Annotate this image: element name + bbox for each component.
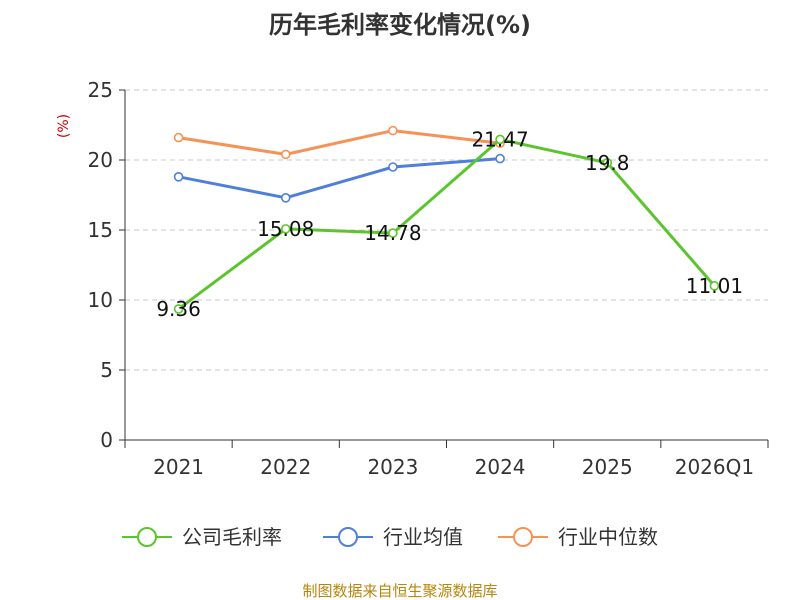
- y-tick-label: 15: [88, 218, 113, 242]
- legend-item-1[interactable]: 行业均值: [323, 525, 463, 549]
- series-layer: [173, 125, 720, 314]
- data-point[interactable]: [388, 162, 398, 172]
- data-point[interactable]: [280, 193, 291, 203]
- series-line-0: [177, 137, 716, 311]
- chart-title: 历年毛利率变化情况(%): [269, 11, 531, 39]
- data-label: 21.47: [471, 127, 528, 151]
- source-note: 制图数据来自恒生聚源数据库: [302, 582, 497, 600]
- data-label: 11.01: [686, 274, 743, 298]
- legend-marker: [338, 527, 358, 547]
- y-tick-label: 25: [88, 78, 113, 102]
- y-axis-label: (%): [56, 114, 72, 138]
- series-line-1: [178, 157, 501, 200]
- data-point[interactable]: [280, 224, 291, 234]
- legend-marker: [513, 527, 533, 547]
- y-tick-label: 0: [100, 428, 113, 452]
- data-point[interactable]: [709, 281, 720, 291]
- data-point[interactable]: [173, 304, 184, 314]
- legend-marker: [137, 527, 157, 547]
- x-tick-label: 2022: [260, 455, 311, 479]
- legend-item-0[interactable]: 公司毛利率: [122, 525, 282, 549]
- gridlines: [125, 89, 768, 371]
- data-label: 9.36: [156, 297, 201, 321]
- legend-label: 行业均值: [383, 525, 463, 549]
- y-tick-label: 5: [100, 358, 113, 382]
- data-point[interactable]: [173, 132, 184, 143]
- legend-label: 行业中位数: [558, 525, 658, 549]
- data-labels: 9.36 15.08 14.78 21.47 19.8 11.01: [156, 127, 743, 321]
- data-point[interactable]: [173, 172, 184, 182]
- legend[interactable]: 公司毛利率 行业均值 行业中位数: [122, 525, 658, 549]
- x-tick-label: 2023: [367, 455, 418, 479]
- y-tick-label: 10: [88, 288, 113, 312]
- x-tick-label: 2021: [153, 455, 204, 479]
- y-tick-label: 20: [88, 148, 113, 172]
- x-tick-label: 2025: [582, 455, 633, 479]
- data-point[interactable]: [495, 153, 505, 164]
- data-point[interactable]: [495, 134, 505, 145]
- data-label: 15.08: [257, 217, 314, 241]
- legend-label: 公司毛利率: [182, 525, 282, 549]
- data-label: 19.8: [585, 151, 630, 175]
- data-point[interactable]: [388, 125, 398, 136]
- data-point[interactable]: [602, 158, 613, 168]
- data-point[interactable]: [280, 149, 291, 160]
- x-tick-label: 2024: [475, 455, 526, 479]
- data-point[interactable]: [388, 228, 398, 238]
- legend-item-2[interactable]: 行业中位数: [498, 525, 658, 549]
- series-line-2: [178, 129, 501, 156]
- data-label: 14.78: [364, 221, 421, 245]
- x-tick-label: 2026Q1: [675, 455, 754, 479]
